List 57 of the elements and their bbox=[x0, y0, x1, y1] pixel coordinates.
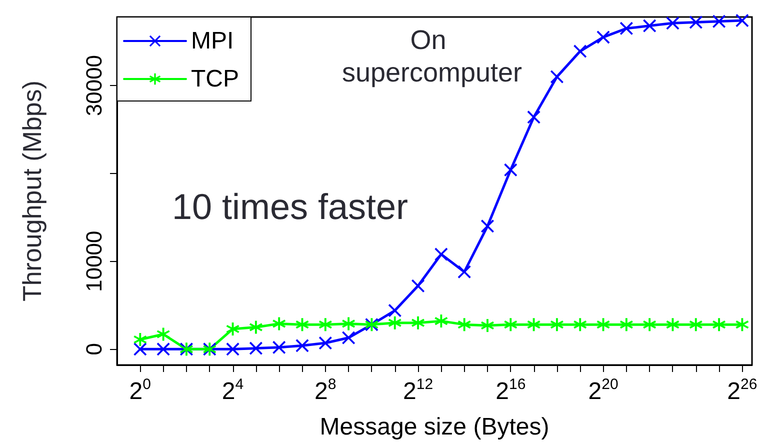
y-tick-label: 0 bbox=[82, 343, 106, 356]
y-tick-label: 30000 bbox=[82, 54, 106, 116]
x-axis-title: Message size (Bytes) bbox=[320, 414, 550, 440]
point bbox=[458, 318, 471, 332]
point bbox=[712, 14, 726, 28]
point bbox=[412, 279, 425, 292]
point bbox=[342, 331, 356, 344]
point bbox=[550, 318, 564, 332]
point bbox=[296, 318, 309, 332]
point bbox=[527, 318, 540, 332]
point bbox=[736, 318, 749, 332]
point bbox=[272, 340, 286, 354]
legend-label: TCP bbox=[191, 66, 239, 92]
point bbox=[388, 316, 402, 330]
point bbox=[574, 318, 587, 332]
point bbox=[689, 16, 702, 29]
point bbox=[596, 318, 610, 332]
legend-label: MPI bbox=[191, 28, 234, 54]
y-tick-label: 10000 bbox=[82, 230, 106, 292]
point bbox=[480, 318, 494, 332]
point bbox=[574, 44, 587, 58]
point bbox=[434, 314, 448, 328]
point bbox=[412, 316, 425, 330]
point bbox=[318, 336, 332, 350]
point bbox=[134, 333, 147, 346]
point bbox=[712, 318, 726, 332]
point bbox=[458, 265, 471, 278]
point bbox=[134, 342, 147, 356]
point bbox=[226, 342, 240, 356]
point bbox=[434, 248, 448, 261]
point bbox=[550, 70, 564, 84]
point bbox=[226, 322, 240, 336]
point bbox=[156, 342, 170, 356]
annotation: On supercomputer bbox=[342, 25, 522, 88]
point bbox=[388, 304, 402, 318]
y-axis-title: Throughput (Mbps) bbox=[17, 80, 47, 302]
point bbox=[596, 30, 610, 44]
annotation: 10 times faster bbox=[172, 186, 408, 228]
point bbox=[643, 19, 656, 32]
point bbox=[689, 318, 702, 332]
point bbox=[480, 220, 494, 233]
point bbox=[504, 318, 518, 332]
point bbox=[249, 342, 262, 355]
point bbox=[504, 163, 518, 176]
point bbox=[620, 22, 633, 35]
point bbox=[666, 318, 680, 332]
point bbox=[318, 318, 332, 332]
point bbox=[527, 110, 540, 124]
point bbox=[342, 317, 356, 330]
point bbox=[156, 328, 170, 341]
point bbox=[296, 339, 309, 352]
point bbox=[666, 16, 680, 30]
point bbox=[620, 318, 633, 332]
point bbox=[249, 320, 262, 334]
point bbox=[272, 317, 286, 330]
point bbox=[736, 14, 749, 28]
point bbox=[643, 318, 656, 332]
